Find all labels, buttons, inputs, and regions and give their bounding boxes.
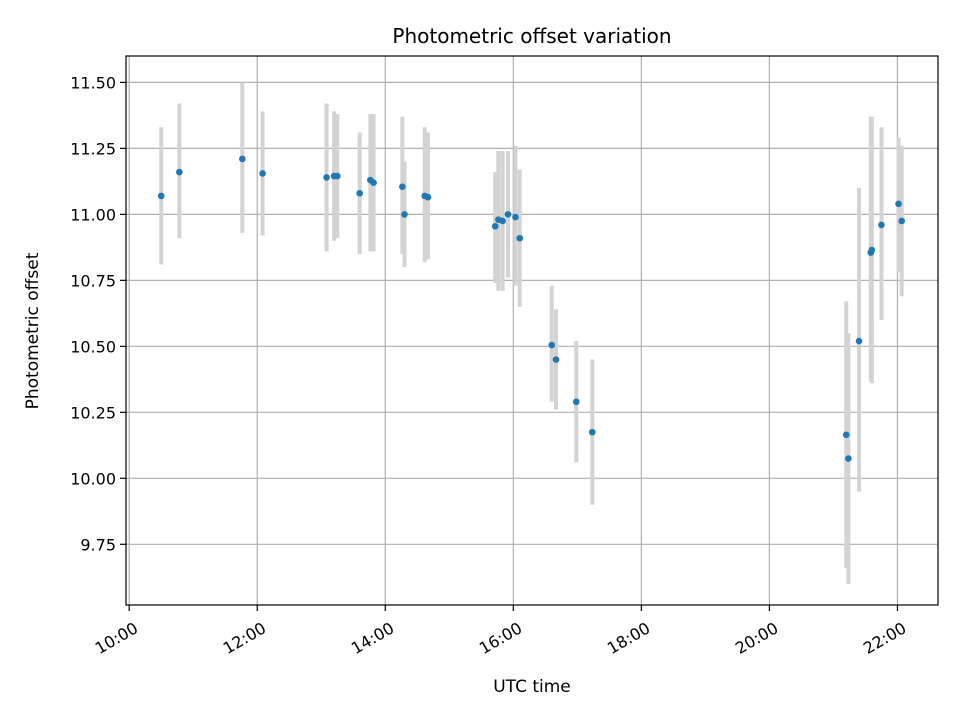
y-tick-label: 10.25 bbox=[70, 403, 116, 422]
y-axis-label: Photometric offset bbox=[23, 252, 43, 409]
data-point bbox=[504, 211, 512, 218]
data-point bbox=[491, 222, 499, 230]
x-tick-label: 14:00 bbox=[348, 618, 397, 658]
data-point bbox=[370, 179, 377, 186]
grid bbox=[126, 56, 938, 605]
x-axis-ticks: 10:00 12:00 14:00 16:00 18:00 20:00 22:00 bbox=[92, 605, 909, 658]
data-point bbox=[323, 174, 330, 181]
data-point bbox=[512, 213, 519, 221]
y-tick-label: 9.75 bbox=[80, 535, 116, 554]
y-tick-label: 11.25 bbox=[70, 139, 116, 158]
x-tick-label: 10:00 bbox=[92, 618, 141, 658]
data-point bbox=[552, 356, 560, 363]
data-point bbox=[588, 428, 596, 436]
data-point bbox=[868, 246, 876, 254]
data-point bbox=[157, 192, 165, 200]
data-point bbox=[499, 217, 506, 225]
data-point bbox=[424, 193, 432, 201]
data-point bbox=[333, 172, 341, 180]
y-tick-label: 11.50 bbox=[70, 73, 116, 92]
y-tick-label: 10.50 bbox=[70, 337, 116, 356]
x-tick-label: 18:00 bbox=[604, 618, 653, 658]
data-point bbox=[895, 200, 902, 208]
data-points bbox=[157, 155, 906, 462]
data-point bbox=[898, 217, 906, 225]
data-point bbox=[842, 431, 850, 439]
chart-title: Photometric offset variation bbox=[392, 24, 671, 48]
data-point bbox=[176, 168, 183, 176]
data-point bbox=[516, 234, 524, 242]
data-point bbox=[572, 398, 580, 406]
data-point bbox=[259, 170, 266, 177]
y-tick-label: 10.00 bbox=[70, 469, 116, 488]
y-tick-label: 11.00 bbox=[70, 205, 116, 224]
x-tick-label: 12:00 bbox=[220, 618, 269, 658]
x-axis-label: UTC time bbox=[493, 677, 571, 697]
y-tick-label: 10.75 bbox=[70, 271, 116, 290]
data-point bbox=[878, 221, 885, 229]
data-point bbox=[401, 211, 408, 218]
data-point bbox=[399, 183, 406, 190]
x-tick-label: 20:00 bbox=[732, 618, 781, 658]
data-point bbox=[239, 155, 246, 163]
data-point bbox=[356, 189, 363, 197]
data-point bbox=[548, 341, 556, 349]
x-tick-label: 22:00 bbox=[860, 618, 909, 658]
y-axis-ticks: 9.75 10.00 10.25 10.50 10.75 11.00 11.25 11.50 bbox=[70, 73, 126, 554]
x-tick-label: 16:00 bbox=[476, 618, 525, 658]
plot-frame bbox=[125, 55, 939, 606]
error-bars bbox=[159, 82, 904, 584]
data-point bbox=[855, 337, 863, 345]
data-point bbox=[845, 455, 852, 462]
